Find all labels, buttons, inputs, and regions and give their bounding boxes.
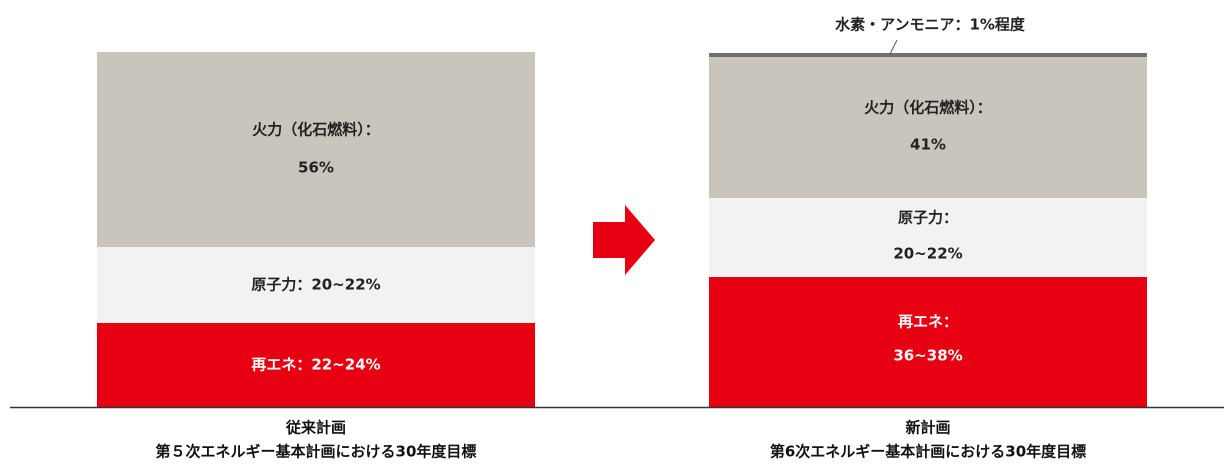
nuclear-segment — [97, 247, 535, 323]
label: 原子力： — [898, 209, 958, 227]
hydrogen-segment — [709, 53, 1147, 57]
label: 20~22% — [893, 245, 962, 263]
label: 41% — [910, 136, 946, 154]
label: 再エネ：22~24% — [251, 356, 380, 374]
leader-line — [889, 39, 898, 55]
caption: 第6次エネルギー基本計画における30年度目標 — [770, 443, 1086, 461]
renewable-segment — [97, 323, 535, 407]
label: 56% — [298, 159, 334, 177]
label: 再エネ： — [898, 313, 958, 331]
caption: 新計画 — [905, 419, 950, 437]
label: 火力（化石燃料）： — [252, 121, 380, 139]
nuclear-segment — [709, 198, 1147, 277]
label: 原子力：20~22% — [251, 276, 380, 294]
label: 36~38% — [893, 347, 962, 365]
label: 火力（化石燃料）： — [864, 99, 992, 117]
renewable-segment — [709, 277, 1147, 407]
label: 水素・アンモニア：1%程度 — [835, 16, 1026, 34]
caption: 従来計画 — [285, 419, 346, 437]
fossil-segment — [97, 52, 535, 247]
arrow — [593, 205, 655, 275]
caption: 第５次エネルギー基本計画における30年度目標 — [156, 443, 477, 461]
fossil-segment — [709, 57, 1147, 198]
